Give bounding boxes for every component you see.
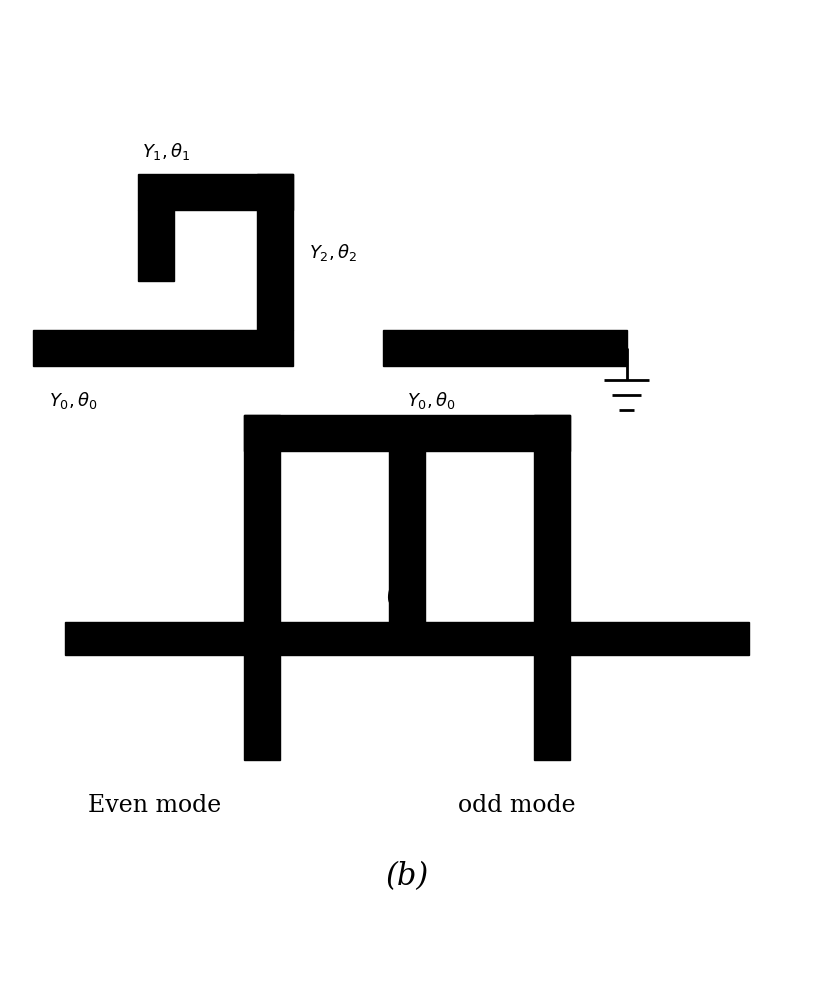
- Bar: [389, 451, 425, 622]
- Bar: [383, 330, 627, 366]
- Bar: [534, 415, 570, 760]
- Bar: [244, 415, 570, 451]
- Text: odd mode: odd mode: [458, 794, 575, 817]
- Bar: [257, 174, 293, 330]
- Text: Even mode: Even mode: [88, 794, 221, 817]
- Text: $Y_1, \theta_1$: $Y_1, \theta_1$: [142, 141, 191, 162]
- Bar: [244, 415, 280, 760]
- Text: (b): (b): [385, 861, 429, 892]
- Text: $Y_2, \theta_2$: $Y_2, \theta_2$: [309, 242, 358, 263]
- Text: (a): (a): [386, 578, 428, 609]
- Bar: [33, 330, 293, 366]
- Bar: [138, 174, 293, 210]
- Bar: [138, 210, 174, 281]
- Text: $Y_0, \theta_0$: $Y_0, \theta_0$: [407, 390, 456, 411]
- Text: $Y_0, \theta_0$: $Y_0, \theta_0$: [49, 390, 98, 411]
- Bar: [65, 622, 749, 655]
